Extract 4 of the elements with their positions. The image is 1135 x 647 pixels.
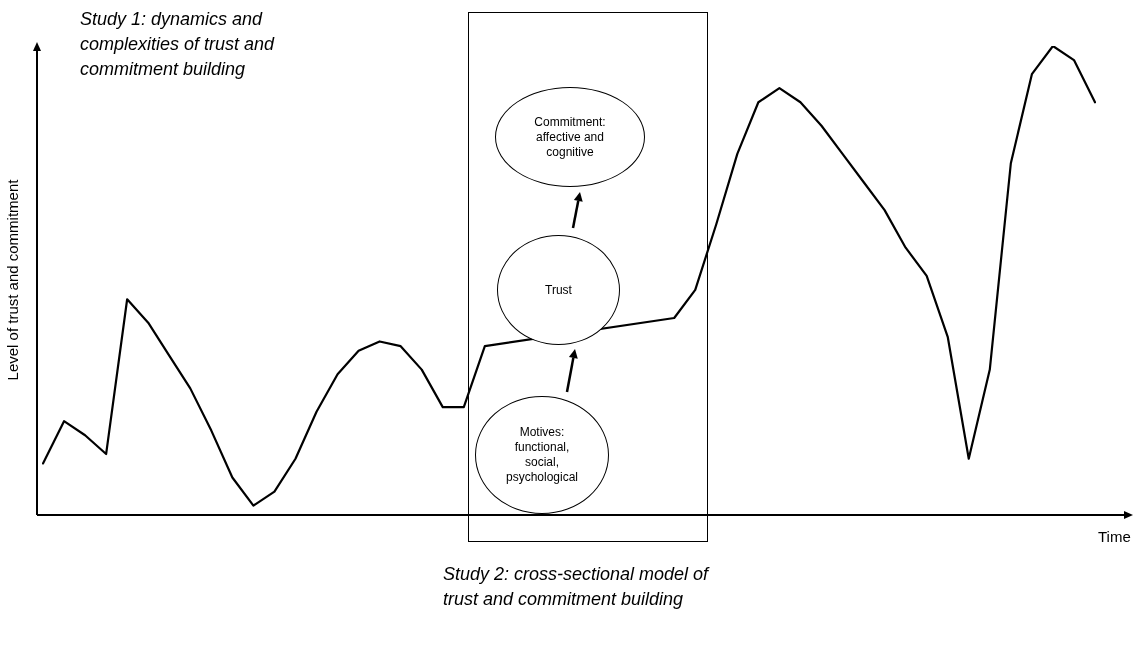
y-axis-title: Level of trust and commitment: [3, 179, 21, 381]
text: Study 2: cross-sectional model of trust and commitment building: [443, 563, 711, 611]
x-axis-title: Time: [1098, 528, 1131, 545]
annotation: Study 1: dynamics and complexities of trust and commitment building: [80, 8, 276, 81]
